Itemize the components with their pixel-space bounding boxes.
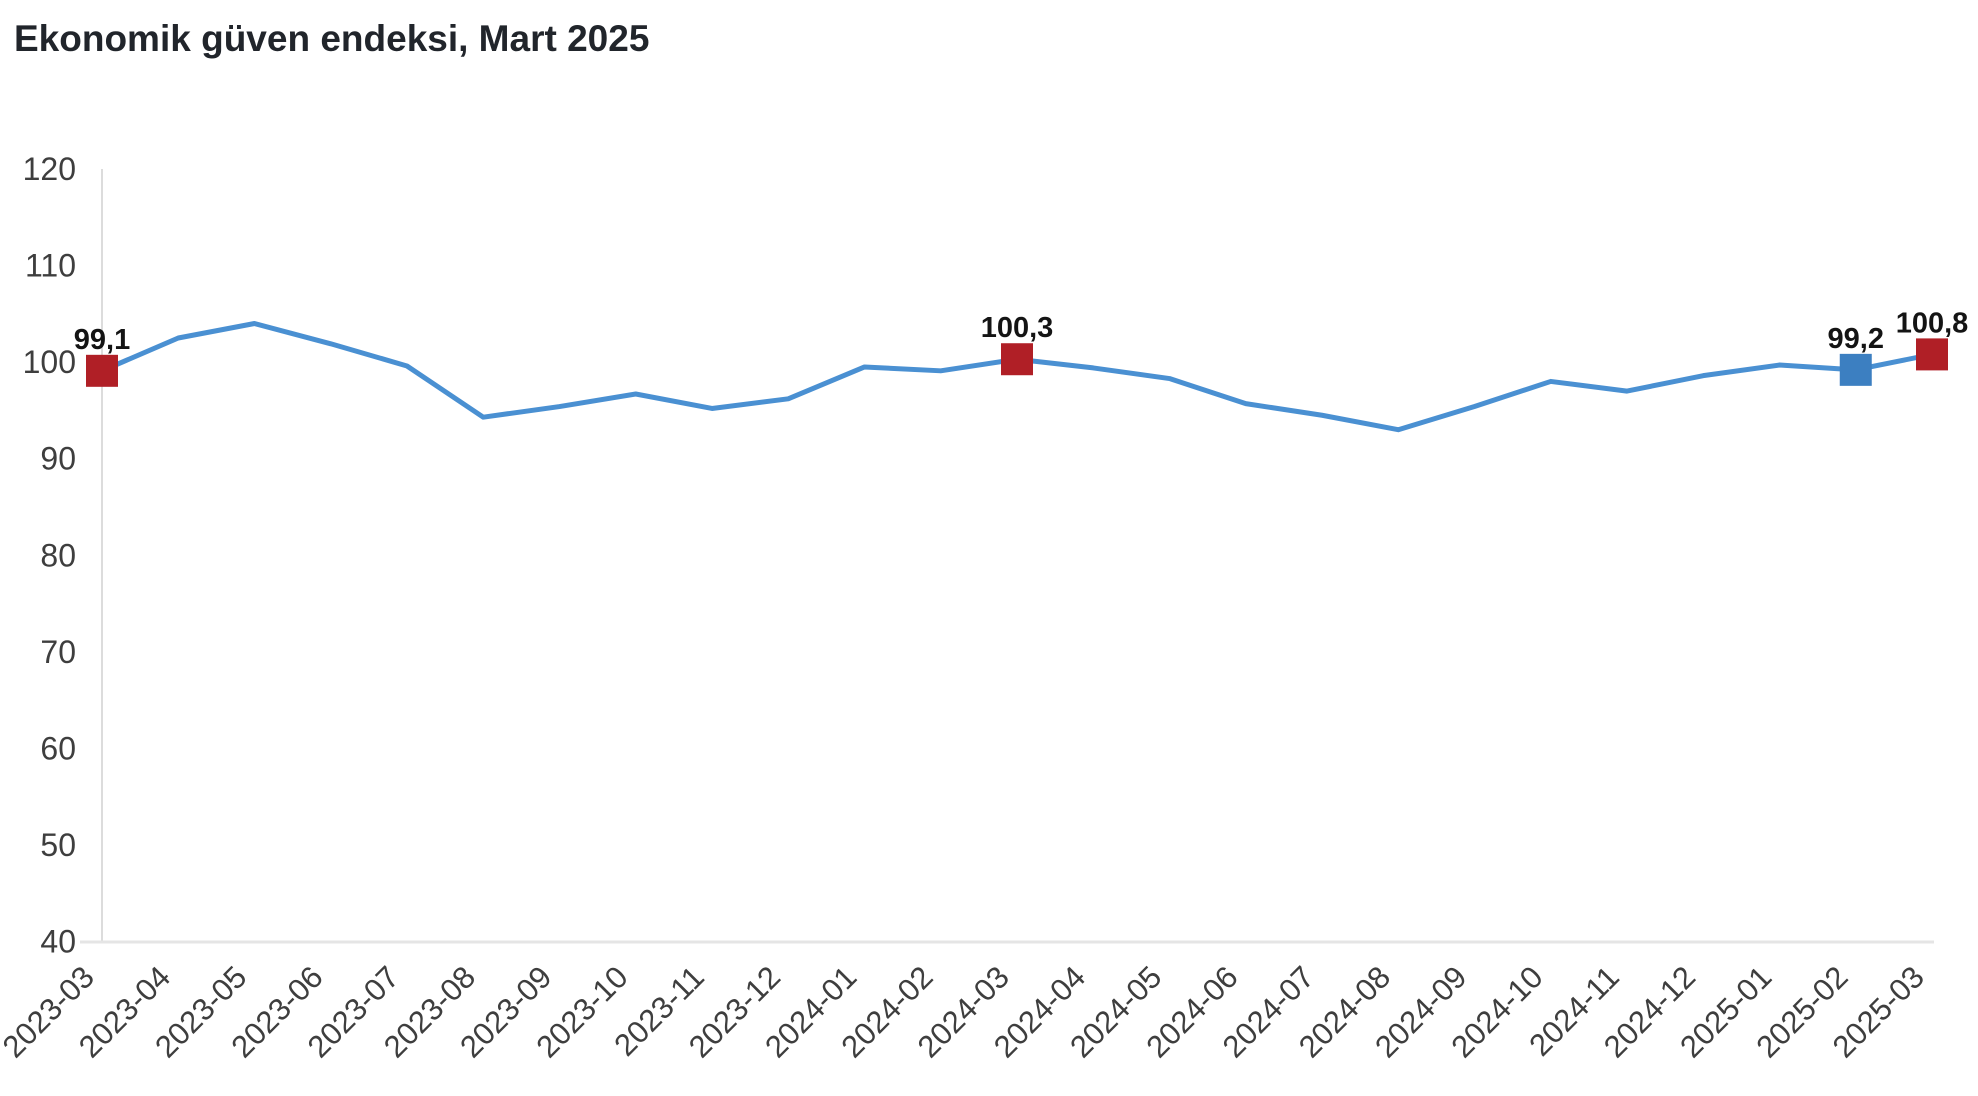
point-label: 100,3 xyxy=(981,312,1054,344)
y-tick-label: 40 xyxy=(40,924,76,960)
highlight-marker xyxy=(1839,353,1872,386)
point-label: 100,8 xyxy=(1896,307,1969,339)
y-tick-label: 70 xyxy=(40,634,76,670)
point-label: 99,1 xyxy=(74,324,130,356)
chart-title: Ekonomik güven endeksi, Mart 2025 xyxy=(14,18,650,59)
y-tick-label: 110 xyxy=(25,248,76,284)
y-tick-label: 50 xyxy=(40,827,76,863)
highlight-marker xyxy=(86,354,118,387)
y-tick-label: 90 xyxy=(40,441,76,477)
point-label: 99,2 xyxy=(1828,323,1884,355)
y-tick-label: 120 xyxy=(23,151,76,187)
y-tick-label: 80 xyxy=(40,537,76,573)
y-tick-label: 60 xyxy=(40,730,76,766)
highlight-marker xyxy=(1001,343,1033,376)
y-tick-label: 100 xyxy=(23,344,76,380)
highlight-marker xyxy=(1916,338,1948,371)
